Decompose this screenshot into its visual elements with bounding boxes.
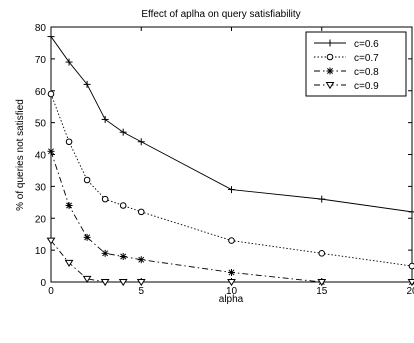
x-axis-label: alpha	[219, 294, 244, 305]
data-point	[408, 262, 414, 270]
data-point	[119, 128, 127, 136]
data-point	[83, 80, 91, 88]
data-point	[119, 253, 127, 260]
data-point	[326, 39, 334, 47]
data-point	[326, 67, 334, 75]
data-point	[137, 208, 145, 216]
series-c=0.6	[47, 33, 414, 216]
x-tick-label: 20	[406, 286, 414, 297]
y-tick-label: 70	[35, 55, 47, 66]
data-point	[227, 279, 236, 287]
data-point	[47, 33, 55, 41]
data-point	[325, 82, 335, 90]
y-axis-label: % of queries not satisfied	[15, 99, 26, 211]
legend-label: c=0.9	[354, 81, 379, 92]
legend-label: c=0.6	[354, 39, 379, 50]
series-c=0.9	[46, 237, 414, 287]
y-tick-label: 50	[35, 119, 47, 130]
x-tick-label: 10	[226, 286, 238, 297]
data-point	[228, 237, 235, 244]
series-c=0.8	[47, 147, 414, 286]
data-point	[408, 208, 414, 216]
data-point	[318, 195, 326, 203]
data-point	[65, 58, 73, 66]
legend-entry: c=0.9	[314, 81, 379, 92]
data-point	[137, 256, 145, 264]
series-c=0.7	[47, 90, 414, 270]
data-point	[65, 202, 73, 209]
x-tick-label: 15	[316, 286, 328, 297]
data-point	[137, 138, 145, 146]
data-point	[228, 186, 235, 194]
data-point	[317, 279, 327, 287]
data-point	[83, 176, 91, 184]
data-point	[83, 233, 91, 241]
data-point	[47, 90, 55, 98]
legend-entry: c=0.8	[314, 67, 379, 78]
data-point	[82, 275, 92, 283]
y-tick-label: 30	[35, 182, 47, 193]
legend-entry: c=0.6	[314, 39, 379, 50]
data-point	[101, 195, 109, 203]
legend-entry: c=0.7	[314, 53, 379, 64]
data-point	[100, 279, 110, 287]
x-tick-label: 5	[138, 286, 144, 297]
y-tick-label: 60	[35, 87, 47, 98]
data-point	[101, 115, 109, 123]
data-point	[318, 250, 326, 257]
series-layer	[46, 33, 414, 287]
data-point	[101, 249, 109, 257]
data-point	[118, 279, 128, 287]
y-tick-label: 40	[35, 151, 47, 162]
y-tick-label: 0	[40, 278, 46, 289]
chart-title: Effect of aplha on query satisfiability	[141, 9, 300, 20]
data-point	[326, 53, 334, 61]
data-point	[228, 268, 235, 276]
legend-box	[305, 31, 407, 97]
legend-label: c=0.7	[354, 53, 379, 64]
data-point	[47, 147, 55, 155]
series-line	[50, 240, 412, 283]
y-tick-label: 10	[35, 246, 47, 257]
data-point	[46, 237, 56, 245]
data-point	[65, 138, 73, 146]
data-point	[119, 202, 127, 209]
axes: 0 5 10 15 20 0 10 20 30 40 50 60 70 80	[35, 23, 414, 297]
y-tick-label: 80	[35, 23, 47, 34]
legend-label: c=0.8	[354, 67, 379, 78]
data-point	[64, 259, 74, 267]
y-tick-label: 20	[35, 214, 47, 225]
x-tick-label: 0	[48, 286, 54, 297]
series-line	[50, 151, 412, 283]
legend: c=0.6 c=0.7 c=0.8 c=0.9	[305, 31, 407, 97]
data-point	[136, 279, 146, 287]
